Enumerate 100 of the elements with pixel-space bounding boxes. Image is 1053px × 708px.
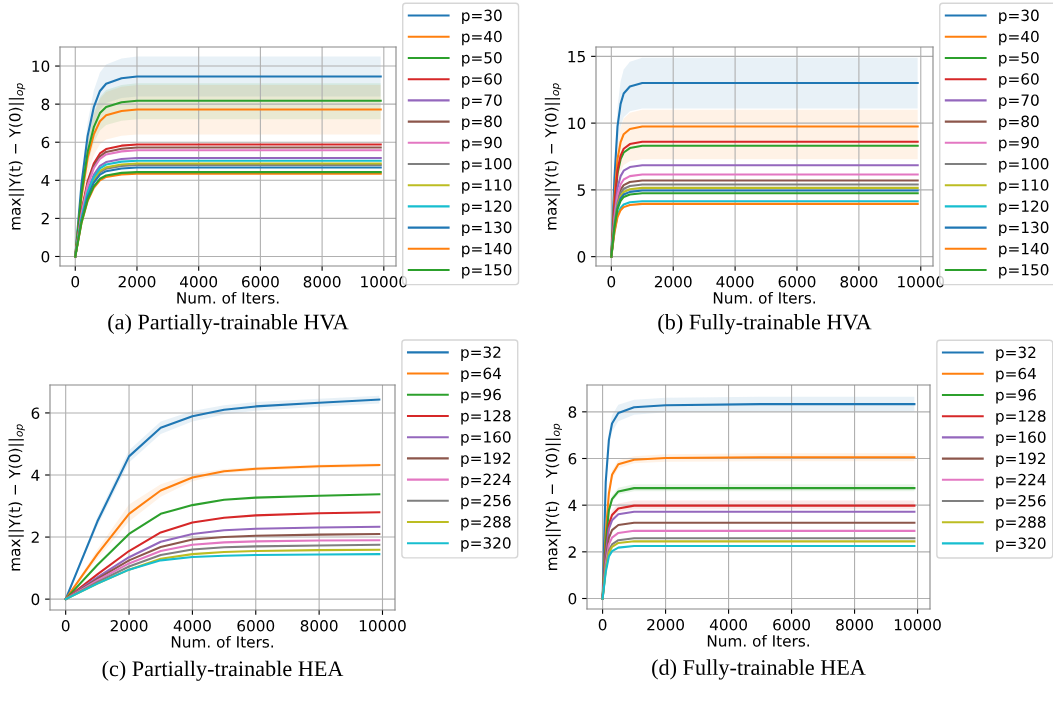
y-tick-label: 0 — [31, 593, 40, 606]
y-tick-label: 4 — [568, 499, 577, 511]
y-tick-label: 6 — [568, 452, 577, 465]
y-axis-title: max||Y(t) − Y(0)||$_{op}$ — [8, 424, 25, 571]
x-tick-label: 10000 — [361, 275, 408, 288]
legend-label: p=80 — [462, 115, 502, 131]
text: (b) Fully-trainable HVA — [658, 313, 872, 335]
text: p=32 — [461, 346, 501, 361]
legend-label: p=50 — [999, 51, 1039, 67]
y-tick-label: 5 — [577, 184, 585, 196]
legend-label: p=150 — [999, 264, 1049, 279]
legend-label: p=140 — [999, 242, 1049, 258]
y-tick-label: 6 — [31, 407, 40, 419]
x-tick-label: 2000 — [118, 275, 156, 288]
legend-label: p=40 — [999, 30, 1039, 46]
y-axis-title: max||Y(t) − Y(0)||$_{op}$ — [545, 423, 562, 570]
x-tick-label: 4000 — [709, 618, 747, 631]
x-tick-label: 4000 — [716, 275, 754, 288]
legend-label: p=110 — [999, 179, 1049, 194]
x-axis-title: Num. of Iters. — [171, 635, 273, 648]
y-tick-label: 10 — [32, 60, 50, 73]
text: (c) Partially-trainable HEA — [102, 660, 344, 681]
legend-label: p=150 — [462, 264, 512, 279]
y-tick-label: 4 — [31, 469, 40, 481]
legend-label: p=224 — [996, 473, 1046, 489]
y-tick-label: 8 — [41, 98, 50, 111]
x-axis-title: Num. of Iters. — [713, 291, 815, 304]
x-tick-label: 6000 — [773, 618, 810, 631]
text: (a) Partially-trainable HVA — [108, 313, 349, 335]
x-tick-label: 6000 — [237, 619, 275, 632]
y-tick-label: 15 — [568, 51, 585, 63]
legend-label: p=110 — [462, 179, 512, 194]
legend-label: p=96 — [996, 388, 1036, 404]
x-tick-label: 2000 — [654, 275, 692, 288]
legend-label: p=128 — [461, 409, 511, 425]
x-tick-label: 10000 — [894, 618, 941, 631]
y-tick-label: 2 — [41, 212, 49, 225]
legend-label: p=192 — [461, 452, 511, 467]
y-axis-title: max||Y(t) − Y(0)||$_{op}$ — [544, 83, 562, 230]
y-tick-label: 0 — [577, 251, 586, 263]
legend-label: p=60 — [999, 73, 1039, 88]
x-tick-label: 2000 — [110, 619, 148, 632]
legend-label: p=100 — [999, 158, 1049, 173]
y-tick-label: 0 — [41, 250, 50, 263]
legend-label: p=70 — [999, 94, 1039, 109]
legend-label: p=90 — [999, 136, 1039, 152]
x-tick-label: 10000 — [359, 619, 406, 632]
legend-label: p=30 — [999, 9, 1039, 25]
legend-label: p=160 — [461, 431, 511, 446]
legend-label: p=100 — [462, 158, 512, 173]
x-tick-label: 6000 — [778, 275, 816, 288]
x-tick-label: 6000 — [242, 275, 279, 288]
legend-label: p=70 — [462, 94, 502, 109]
y-tick-label: 4 — [41, 174, 50, 187]
legend-label: p=32 — [996, 346, 1036, 362]
legend-label: p=40 — [462, 30, 502, 46]
legend-label: p=30 — [462, 9, 502, 25]
y-tick-label: 10 — [568, 117, 586, 130]
x-tick-label: 0 — [607, 275, 616, 288]
x-tick-label: 4000 — [179, 275, 218, 288]
x-tick-label: 2000 — [647, 618, 685, 631]
legend-label: p=288 — [461, 516, 511, 531]
text: p=64 — [461, 367, 502, 383]
legend-label: p=120 — [999, 200, 1049, 215]
legend-label: p=288 — [996, 516, 1046, 531]
y-axis-title: max||Y(t) − Y(0)||$_{op}$ — [8, 83, 26, 230]
legend-label: p=50 — [462, 51, 502, 67]
legend-label: p=60 — [462, 73, 502, 88]
y-tick-label: 2 — [31, 531, 39, 543]
x-axis-title: Num. of Iters. — [707, 634, 809, 647]
legend-label: p=130 — [999, 221, 1049, 237]
x-axis-title: Num. of Iters. — [177, 291, 279, 304]
x-tick-label: 0 — [61, 619, 70, 632]
legend-label: p=256 — [996, 495, 1046, 510]
legend-label: p=130 — [462, 221, 512, 237]
legend-label: p=320 — [461, 537, 511, 552]
legend-label: p=128 — [996, 410, 1046, 425]
x-tick-label: 8000 — [303, 275, 341, 288]
y-tick-label: 8 — [568, 406, 577, 418]
x-tick-label: 8000 — [300, 619, 338, 632]
x-tick-label: 8000 — [836, 618, 873, 631]
legend-label: p=320 — [996, 537, 1046, 552]
legend-label: p=160 — [996, 431, 1046, 446]
legend-label: p=64 — [996, 367, 1036, 383]
legend-label: p=256 — [461, 494, 511, 510]
y-tick-label: 0 — [568, 592, 577, 605]
y-tick-label: 6 — [41, 136, 50, 149]
y-tick-label: 2 — [568, 546, 576, 558]
x-tick-label: 4000 — [173, 619, 211, 632]
x-tick-label: 8000 — [840, 275, 878, 288]
legend-label: p=120 — [462, 200, 512, 215]
legend-label: p=140 — [462, 242, 512, 258]
legend-label: p=90 — [462, 136, 502, 152]
text: (d) Fully-trainable HEA — [652, 659, 866, 680]
legend-label: p=192 — [996, 452, 1046, 468]
x-tick-label: 0 — [598, 618, 607, 631]
legend-label: p=224 — [461, 473, 511, 489]
legend-label: p=80 — [999, 115, 1039, 131]
legend-label: p=96 — [461, 388, 501, 404]
x-tick-label: 10000 — [898, 275, 945, 288]
